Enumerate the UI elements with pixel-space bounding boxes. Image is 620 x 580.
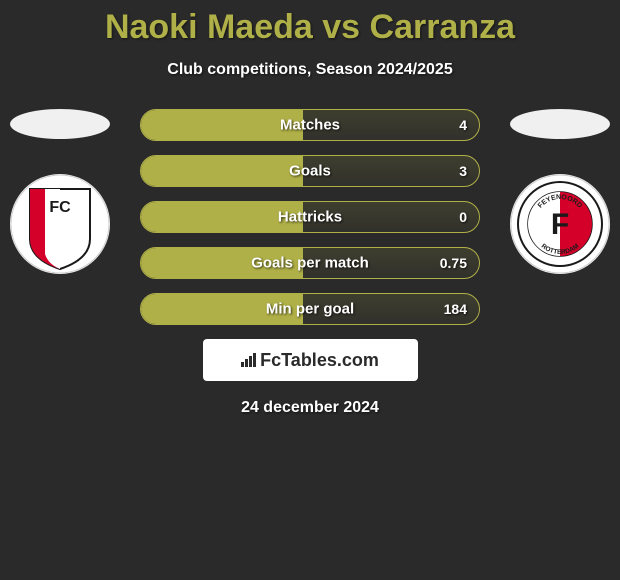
stat-value: 184 — [444, 301, 467, 317]
bar-chart-icon — [241, 353, 256, 367]
stat-row-mpg: Min per goal 184 — [140, 293, 480, 325]
stat-row-gpm: Goals per match 0.75 — [140, 247, 480, 279]
stat-fill — [141, 156, 303, 186]
stat-label: Hattricks — [278, 209, 342, 226]
feyenoord-badge-icon: F FEYENOORD ROTTERDAM — [510, 174, 610, 274]
svg-text:F: F — [551, 208, 569, 241]
stat-row-hattricks: Hattricks 0 — [140, 201, 480, 233]
left-player-column: FC — [10, 109, 110, 274]
stat-value: 0.75 — [440, 255, 467, 271]
right-player-column: F FEYENOORD ROTTERDAM — [510, 109, 610, 274]
page-subtitle: Club competitions, Season 2024/2025 — [0, 61, 620, 79]
utrecht-badge-icon: FC — [10, 174, 110, 274]
stat-row-goals: Goals 3 — [140, 155, 480, 187]
stat-label: Matches — [280, 117, 340, 134]
right-player-placeholder — [510, 109, 610, 139]
source-logo: FcTables.com — [241, 350, 379, 371]
svg-text:FC: FC — [49, 199, 71, 216]
stat-rows: Matches 4 Goals 3 Hattricks 0 Goals per … — [140, 109, 480, 325]
stat-label: Goals — [289, 163, 331, 180]
left-club-badge: FC — [10, 174, 110, 274]
stat-label: Goals per match — [251, 255, 369, 272]
infographic-container: Naoki Maeda vs Carranza Club competition… — [0, 0, 620, 580]
stat-value: 4 — [459, 117, 467, 133]
page-title: Naoki Maeda vs Carranza — [0, 0, 620, 47]
source-logo-text: FcTables.com — [260, 350, 379, 371]
stat-row-matches: Matches 4 — [140, 109, 480, 141]
stats-area: FC F FEYENOORD ROTTERDAM — [0, 109, 620, 417]
source-logo-box: FcTables.com — [203, 339, 418, 381]
stat-value: 0 — [459, 209, 467, 225]
date-text: 24 december 2024 — [0, 399, 620, 417]
stat-label: Min per goal — [266, 301, 354, 318]
right-club-badge: F FEYENOORD ROTTERDAM — [510, 174, 610, 274]
stat-value: 3 — [459, 163, 467, 179]
stat-fill — [141, 110, 303, 140]
left-player-placeholder — [10, 109, 110, 139]
